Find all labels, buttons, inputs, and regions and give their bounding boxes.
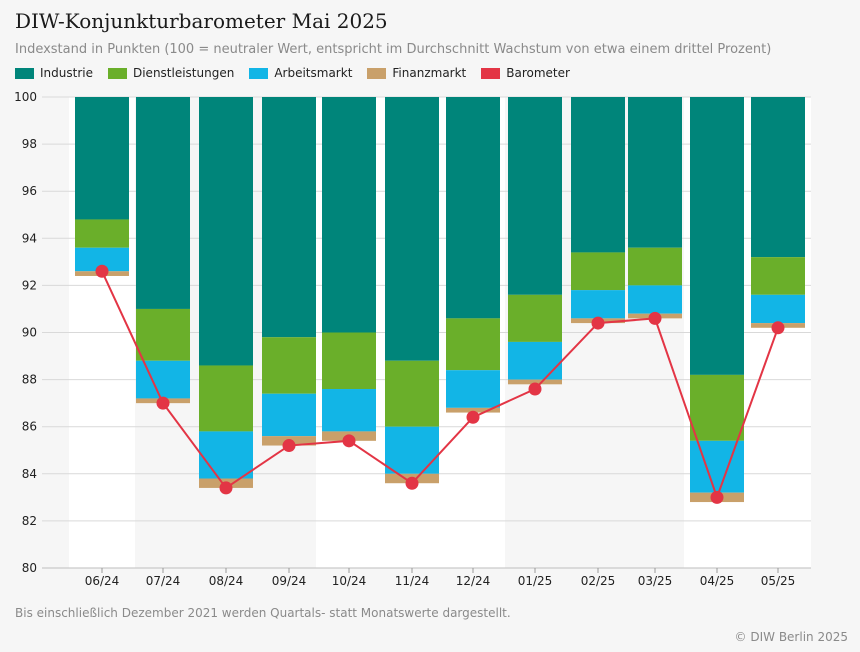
bar-dienstleistungen-7	[508, 294, 562, 342]
x-tick-label-7: 01/25	[518, 574, 553, 588]
barometer-point-4	[342, 434, 356, 448]
y-tick-label-80: 80	[22, 561, 37, 575]
x-tick-label-9: 03/25	[638, 574, 673, 588]
barometer-point-5	[405, 476, 419, 490]
legend-item-barometer[interactable]: Barometer	[481, 66, 570, 80]
bar-industrie-8	[571, 97, 625, 253]
barometer-point-9	[648, 311, 662, 325]
y-tick-label-88: 88	[22, 373, 37, 387]
legend-label-finanzmarkt: Finanzmarkt	[392, 66, 467, 80]
legend-label-arbeitsmarkt: Arbeitsmarkt	[274, 66, 353, 80]
y-tick-label-98: 98	[22, 137, 37, 151]
chart-title: DIW-Konjunkturbarometer Mai 2025	[15, 9, 388, 33]
y-tick-label-84: 84	[22, 467, 37, 481]
barometer-point-2	[219, 481, 233, 495]
y-tick-label-96: 96	[22, 184, 37, 198]
y-tick-label-86: 86	[22, 420, 37, 434]
x-tick-label-0: 06/24	[85, 574, 120, 588]
bar-industrie-0	[75, 97, 129, 220]
chart-subtitle: Indexstand in Punkten (100 = neutraler W…	[15, 42, 772, 57]
bar-dienstleistungen-0	[75, 219, 129, 248]
bar-arbeitsmarkt-10	[690, 440, 744, 493]
bar-arbeitsmarkt-8	[571, 290, 625, 319]
barometer-point-7	[528, 382, 542, 396]
bar-industrie-1	[136, 97, 190, 309]
bar-industrie-10	[690, 97, 744, 375]
barometer-point-0	[95, 264, 109, 278]
legend-label-barometer: Barometer	[506, 66, 570, 80]
bar-dienstleistungen-10	[690, 374, 744, 441]
legend: Industrie Dienstleistungen Arbeitsmarkt …	[15, 66, 585, 80]
barometer-point-10	[710, 490, 724, 504]
bar-arbeitsmarkt-2	[199, 431, 253, 479]
barometer-point-1	[156, 396, 170, 410]
bar-dienstleistungen-1	[136, 308, 190, 361]
legend-swatch-industrie	[15, 67, 34, 79]
legend-swatch-barometer	[481, 67, 501, 79]
x-tick-label-11: 05/25	[761, 574, 796, 588]
bar-industrie-7	[508, 97, 562, 295]
bar-industrie-6	[446, 97, 500, 319]
bar-dienstleistungen-3	[262, 337, 316, 394]
bar-dienstleistungen-2	[199, 365, 253, 432]
legend-swatch-arbeitsmarkt	[249, 67, 269, 79]
bar-finanzmarkt-6	[446, 407, 500, 413]
bar-industrie-2	[199, 97, 253, 366]
y-tick-label-94: 94	[22, 231, 37, 245]
bar-arbeitsmarkt-3	[262, 393, 316, 437]
credit: © DIW Berlin 2025	[734, 630, 848, 644]
barometer-point-11	[771, 321, 785, 335]
barometer-point-3	[282, 439, 296, 453]
chart-plot: 80 82 84 86 88 90 92 94 96 98 100 06/24 07/24 08/24 09…	[14, 90, 811, 588]
legend-item-finanzmarkt[interactable]: Finanzmarkt	[367, 66, 466, 80]
legend-item-industrie[interactable]: Industrie	[15, 66, 93, 80]
y-tick-label-82: 82	[22, 514, 37, 528]
x-tick-label-5: 11/24	[395, 574, 430, 588]
y-tick-label-90: 90	[22, 326, 37, 340]
bar-arbeitsmarkt-1	[136, 360, 190, 399]
footnote: Bis einschließlich Dezember 2021 werden …	[15, 606, 511, 620]
bar-arbeitsmarkt-0	[75, 247, 129, 272]
bar-arbeitsmarkt-4	[322, 389, 376, 432]
legend-item-arbeitsmarkt[interactable]: Arbeitsmarkt	[249, 66, 352, 80]
bar-dienstleistungen-9	[628, 247, 682, 286]
bar-industrie-9	[628, 97, 682, 248]
bar-industrie-3	[262, 97, 316, 338]
x-tick-label-8: 02/25	[581, 574, 616, 588]
bar-arbeitsmarkt-7	[508, 341, 562, 380]
bar-industrie-5	[385, 97, 439, 361]
bar-finanzmarkt-7	[508, 379, 562, 385]
x-tick-label-6: 12/24	[456, 574, 491, 588]
bar-dienstleistungen-8	[571, 252, 625, 291]
bar-dienstleistungen-4	[322, 332, 376, 390]
legend-label-industrie: Industrie	[40, 66, 93, 80]
bar-dienstleistungen-5	[385, 360, 439, 427]
legend-swatch-finanzmarkt	[367, 67, 387, 79]
x-tick-label-4: 10/24	[332, 574, 367, 588]
x-tick-label-10: 04/25	[700, 574, 735, 588]
legend-label-dienstleistungen: Dienstleistungen	[132, 66, 235, 80]
bar-industrie-11	[751, 97, 805, 258]
x-tick-label-2: 08/24	[209, 574, 244, 588]
bar-arbeitsmarkt-6	[446, 370, 500, 408]
barometer-point-6	[466, 410, 480, 424]
barometer-point-8	[591, 316, 605, 330]
x-tick-label-3: 09/24	[272, 574, 307, 588]
y-tick-label-92: 92	[22, 278, 37, 292]
bar-arbeitsmarkt-5	[385, 426, 439, 474]
legend-swatch-dienstleistungen	[107, 67, 127, 79]
bar-arbeitsmarkt-9	[628, 285, 682, 314]
bar-arbeitsmarkt-11	[751, 294, 805, 324]
bar-dienstleistungen-11	[751, 257, 805, 295]
x-tick-label-1: 07/24	[146, 574, 181, 588]
bar-industrie-4	[322, 97, 376, 333]
y-tick-label-100: 100	[14, 90, 37, 104]
legend-item-dienstleistungen[interactable]: Dienstleistungen	[107, 66, 235, 80]
barometer-line	[101, 270, 779, 501]
bar-dienstleistungen-6	[446, 318, 500, 371]
